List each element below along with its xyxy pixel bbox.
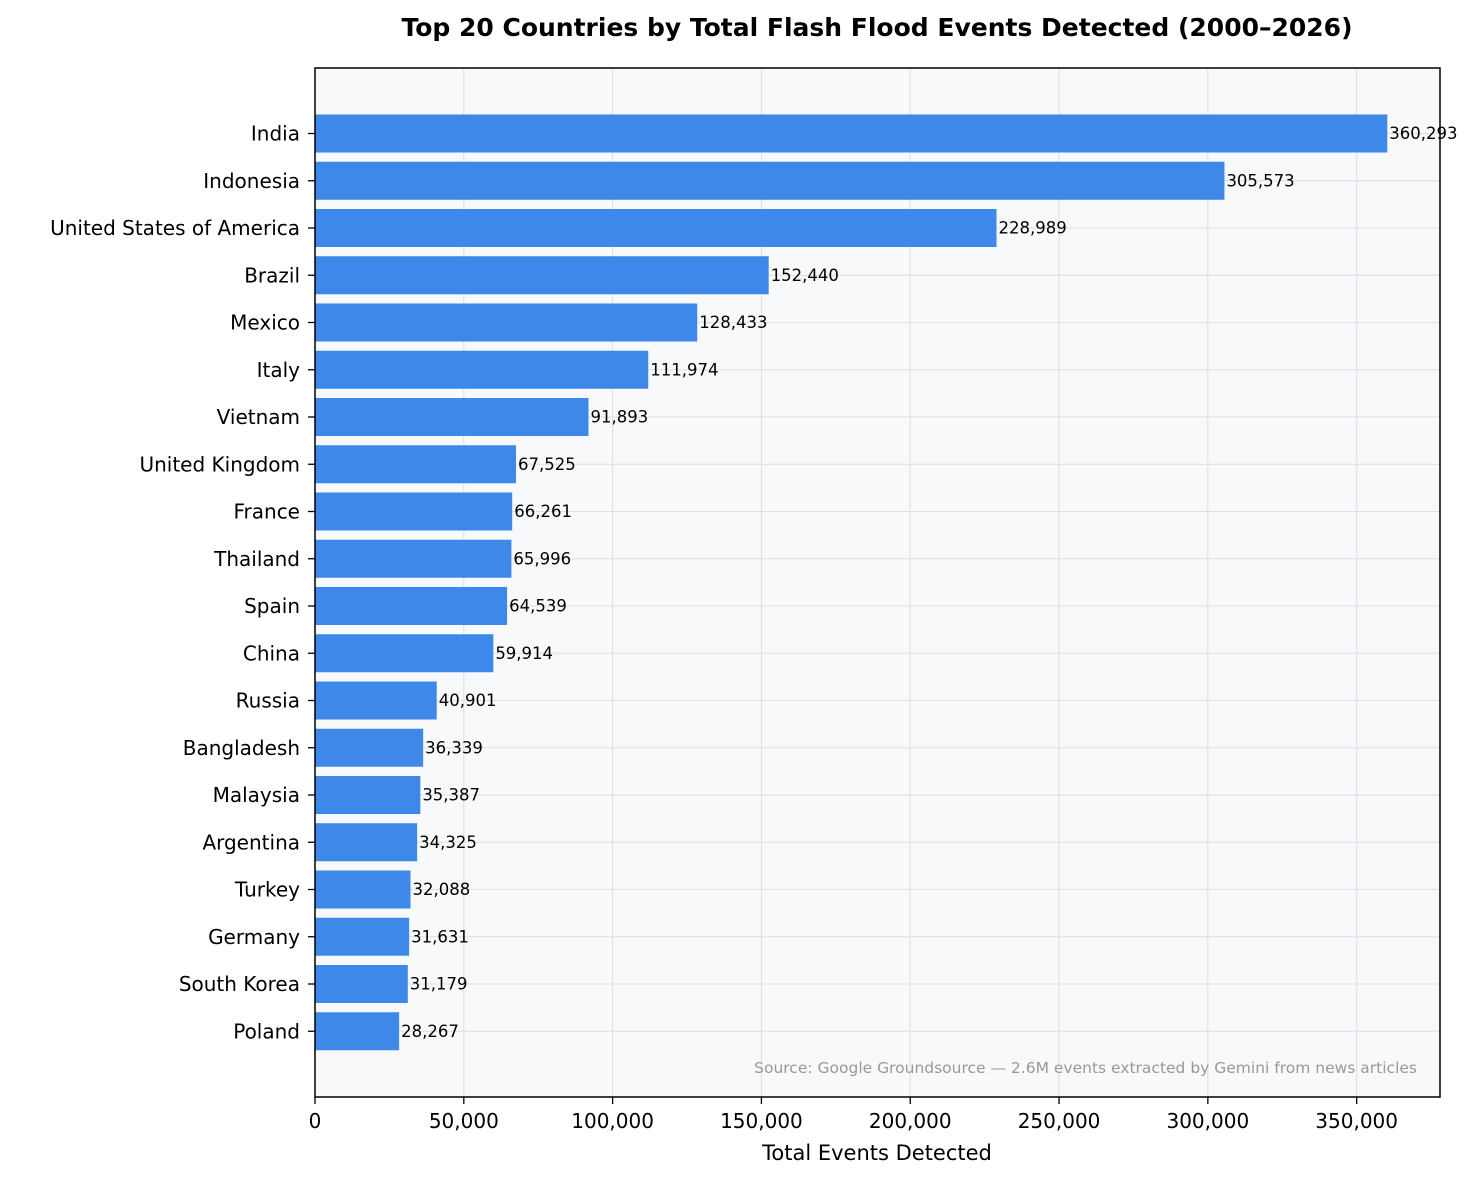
y-tick-label: Poland [233,1019,300,1043]
x-tick-label: 350,000 [1315,1109,1398,1133]
bar-value-label: 40,901 [439,691,497,710]
bar-value-label: 34,325 [419,833,477,852]
bar [315,728,424,767]
bar-value-label: 305,573 [1226,171,1294,190]
y-tick-label: Turkey [234,878,300,902]
bar-value-label: 31,631 [411,927,469,946]
y-tick-label: China [243,641,300,665]
bar-value-label: 360,293 [1389,124,1457,143]
bar-value-label: 128,433 [699,313,767,332]
bar-value-label: 59,914 [495,644,553,663]
bar [315,209,997,247]
bar [315,539,512,578]
x-tick-label: 300,000 [1166,1109,1249,1133]
bar [315,350,649,389]
bar [315,398,589,436]
y-tick-label: Russia [236,689,300,713]
y-tick-label: India [251,122,300,146]
bar-value-label: 36,339 [425,738,483,757]
bars [315,114,1388,1051]
x-tick-label: 0 [309,1109,322,1133]
plot-frame [314,67,1441,1098]
bar-value-label: 91,893 [590,408,648,427]
x-axis-label: Total Events Detected [761,1141,992,1165]
bar [315,303,698,342]
bar [315,870,411,909]
bar-value-label: 67,525 [518,455,576,474]
bar [315,445,516,484]
bar-value-label: 64,539 [509,597,567,616]
x-tick-label: 150,000 [720,1109,803,1133]
y-tick-label: Brazil [244,263,300,287]
y-tick-label: Germany [208,925,300,949]
x-tick-label: 200,000 [869,1109,952,1133]
bar [315,492,513,531]
bar-value-label: 152,440 [771,266,839,285]
bar [315,634,494,673]
y-tick-label: Argentina [202,830,300,854]
y-tick-label: Malaysia [213,783,300,807]
x-tick-label: 100,000 [571,1109,654,1133]
y-tick-label: Mexico [230,311,300,335]
bar [315,917,410,956]
bar-value-label: 28,267 [401,1022,459,1041]
bar [315,587,508,625]
y-tick-label: Bangladesh [183,736,300,760]
x-tick-label: 50,000 [429,1109,499,1133]
x-axis-ticks: 0 50,000 100,000 150,000 200,000 250,000 300,0… [309,1097,1398,1133]
bar-value-label: 31,179 [410,975,468,994]
bar [315,114,1388,153]
y-tick-label: Indonesia [203,169,300,193]
bar-value-label: 66,261 [514,502,572,521]
y-tick-label: Italy [257,358,301,382]
bar [315,823,418,862]
bar-value-label: 65,996 [513,549,571,568]
y-tick-label: United States of America [50,216,300,240]
bar [315,1012,400,1051]
bar [315,161,1225,200]
bar-value-label: 228,989 [999,219,1067,238]
y-tick-label: France [233,500,300,524]
bar-value-label: 32,088 [413,880,471,899]
y-tick-label: Vietnam [217,405,300,429]
x-tick-label: 250,000 [1018,1109,1101,1133]
y-axis-ticks: India Indonesia United States of America Br… [50,122,315,1043]
bar [315,965,408,1003]
bar [315,681,437,720]
bar-value-label: 111,974 [650,360,718,379]
bar-value-label: 35,387 [422,786,480,805]
y-tick-label: South Korea [179,972,300,996]
bar [315,256,769,295]
y-tick-label: Thailand [213,547,300,571]
y-tick-label: United Kingdom [139,452,300,476]
bar [315,776,421,814]
chart-title: Top 20 Countries by Total Flash Flood Ev… [401,13,1352,42]
source-annotation: Source: Google Groundsource — 2.6M event… [754,1059,1417,1077]
y-tick-label: Spain [244,594,300,618]
